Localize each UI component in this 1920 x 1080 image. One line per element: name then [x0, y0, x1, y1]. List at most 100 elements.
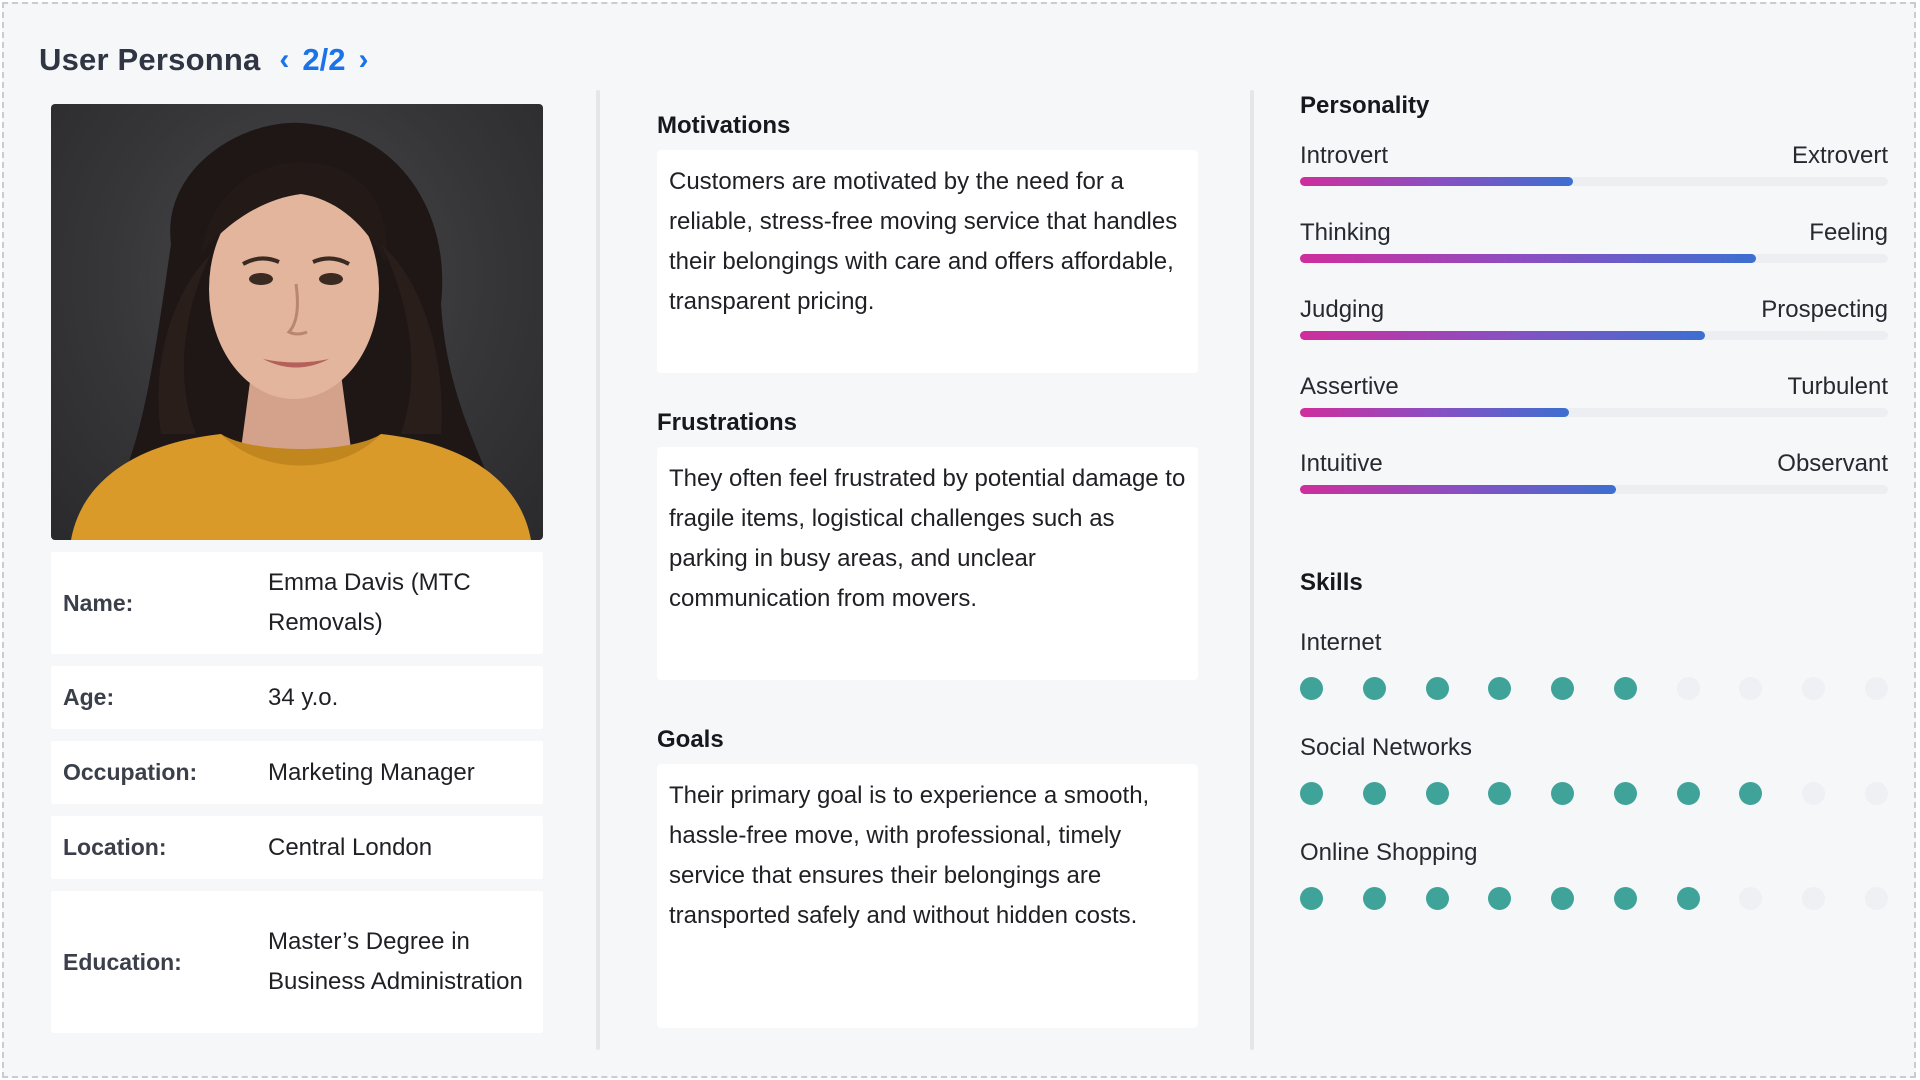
- chevron-left-icon[interactable]: ‹: [279, 43, 290, 76]
- trait-left-label: Introvert: [1300, 142, 1389, 169]
- trait-track: [1300, 408, 1888, 417]
- trait-left-label: Thinking: [1300, 219, 1391, 246]
- rating-dot-filled: [1488, 677, 1512, 700]
- field-value: Emma Davis (MTC Removals): [268, 569, 471, 636]
- trait-labels: Judging Prospecting: [1300, 296, 1888, 324]
- column-divider: [596, 90, 600, 1050]
- skill-label: Social Networks: [1300, 734, 1473, 761]
- goals-title: Goals: [657, 726, 724, 753]
- trait-track: [1300, 177, 1888, 186]
- trait-labels: Assertive Turbulent: [1300, 373, 1888, 401]
- rating-dot-empty: [1802, 887, 1826, 910]
- rating-dot-filled: [1300, 677, 1323, 700]
- rating-dot-filled: [1300, 782, 1323, 805]
- header: User Personna ‹ 2/2 ›: [39, 38, 374, 82]
- skill-label: Online Shopping: [1300, 839, 1478, 866]
- rating-dot-filled: [1739, 782, 1763, 805]
- trait-labels: Intuitive Observant: [1300, 450, 1888, 478]
- skill-rating: [1300, 782, 1888, 805]
- field-education: Education: Master’s Degree in Business A…: [51, 891, 543, 1033]
- rating-dot-filled: [1300, 887, 1323, 910]
- trait-right-label: Turbulent: [1787, 373, 1889, 400]
- field-label: Education:: [63, 948, 182, 975]
- skill-row: Internet: [1300, 629, 1888, 734]
- trait-fill: [1300, 408, 1570, 417]
- trait-row: Assertive Turbulent: [1300, 373, 1888, 450]
- frustrations-card: They often feel frustrated by potential …: [657, 447, 1198, 680]
- rating-dot-filled: [1362, 887, 1386, 910]
- rating-dot-empty: [1802, 677, 1826, 700]
- field-age: Age: 34 y.o.: [51, 666, 543, 729]
- trait-labels: Thinking Feeling: [1300, 219, 1888, 247]
- field-name: Name: Emma Davis (MTC Removals): [51, 552, 543, 654]
- rating-dot-filled: [1425, 782, 1449, 805]
- rating-dot-filled: [1362, 677, 1386, 700]
- rating-dot-filled: [1551, 887, 1575, 910]
- trait-labels: Introvert Extrovert: [1300, 142, 1888, 170]
- rating-dot-filled: [1613, 887, 1637, 910]
- goals-card: Their primary goal is to experience a sm…: [657, 764, 1198, 1028]
- trait-left-label: Assertive: [1300, 373, 1399, 400]
- trait-track: [1300, 331, 1888, 340]
- rating-dot-empty: [1739, 887, 1763, 910]
- rating-dot-filled: [1488, 887, 1512, 910]
- motivations-text: Customers are motivated by the need for …: [669, 168, 1178, 315]
- field-value: Central London: [268, 833, 433, 861]
- frustrations-text: They often feel frustrated by potential …: [669, 465, 1186, 612]
- trait-row: Introvert Extrovert: [1300, 142, 1888, 219]
- rating-dot-empty: [1864, 677, 1888, 700]
- trait-right-label: Observant: [1777, 450, 1888, 477]
- portrait-photo: [51, 104, 543, 540]
- field-value: Marketing Manager: [268, 758, 475, 786]
- field-value: Master’s Degree in Business Administrati…: [268, 928, 523, 995]
- trait-fill: [1300, 254, 1756, 263]
- skill-rating: [1300, 887, 1888, 910]
- portrait-illustration: [71, 122, 531, 540]
- rating-dot-empty: [1802, 782, 1826, 805]
- motivations-title: Motivations: [657, 112, 791, 139]
- rating-dot-filled: [1488, 782, 1512, 805]
- skill-rating: [1300, 677, 1888, 700]
- skill-row: Social Networks: [1300, 734, 1888, 839]
- skill-row: Online Shopping: [1300, 839, 1888, 944]
- rating-dot-filled: [1676, 782, 1700, 805]
- trait-row: Judging Prospecting: [1300, 296, 1888, 373]
- field-label: Age:: [63, 684, 115, 710]
- trait-row: Intuitive Observant: [1300, 450, 1888, 527]
- trait-left-label: Intuitive: [1300, 450, 1383, 477]
- pager: ‹ 2/2 ›: [274, 42, 373, 78]
- rating-dot-filled: [1613, 782, 1637, 805]
- trait-fill: [1300, 177, 1574, 186]
- field-occupation: Occupation: Marketing Manager: [51, 741, 543, 804]
- trait-track: [1300, 485, 1888, 494]
- skills-title: Skills: [1300, 569, 1363, 596]
- rating-dot-filled: [1362, 782, 1386, 805]
- rating-dot-filled: [1551, 782, 1575, 805]
- field-label: Location:: [63, 834, 167, 860]
- details-column: Motivations Customers are motivated by t…: [657, 104, 1198, 1028]
- rating-dot-filled: [1613, 677, 1637, 700]
- trait-right-label: Extrovert: [1791, 142, 1888, 169]
- chevron-right-icon[interactable]: ›: [358, 43, 369, 76]
- rating-dot-empty: [1864, 887, 1888, 910]
- trait-left-label: Judging: [1300, 296, 1385, 323]
- page-indicator: 2/2: [302, 42, 346, 77]
- motivations-card: Customers are motivated by the need for …: [657, 150, 1198, 373]
- frustrations-title: Frustrations: [657, 409, 798, 436]
- trait-right-label: Prospecting: [1761, 296, 1888, 323]
- field-value: 34 y.o.: [268, 683, 339, 711]
- trait-row: Thinking Feeling: [1300, 219, 1888, 296]
- trait-fill: [1300, 485, 1617, 494]
- personality-title: Personality: [1300, 92, 1430, 119]
- rating-dot-filled: [1425, 887, 1449, 910]
- rating-dot-empty: [1676, 677, 1700, 700]
- skill-label: Internet: [1300, 629, 1382, 656]
- field-location: Location: Central London: [51, 816, 543, 879]
- rating-dot-filled: [1425, 677, 1449, 700]
- goals-text: Their primary goal is to experience a sm…: [669, 782, 1150, 929]
- rating-dot-empty: [1739, 677, 1763, 700]
- rating-dot-empty: [1864, 782, 1888, 805]
- rating-dot-filled: [1551, 677, 1575, 700]
- page-title: User Personna: [39, 42, 261, 77]
